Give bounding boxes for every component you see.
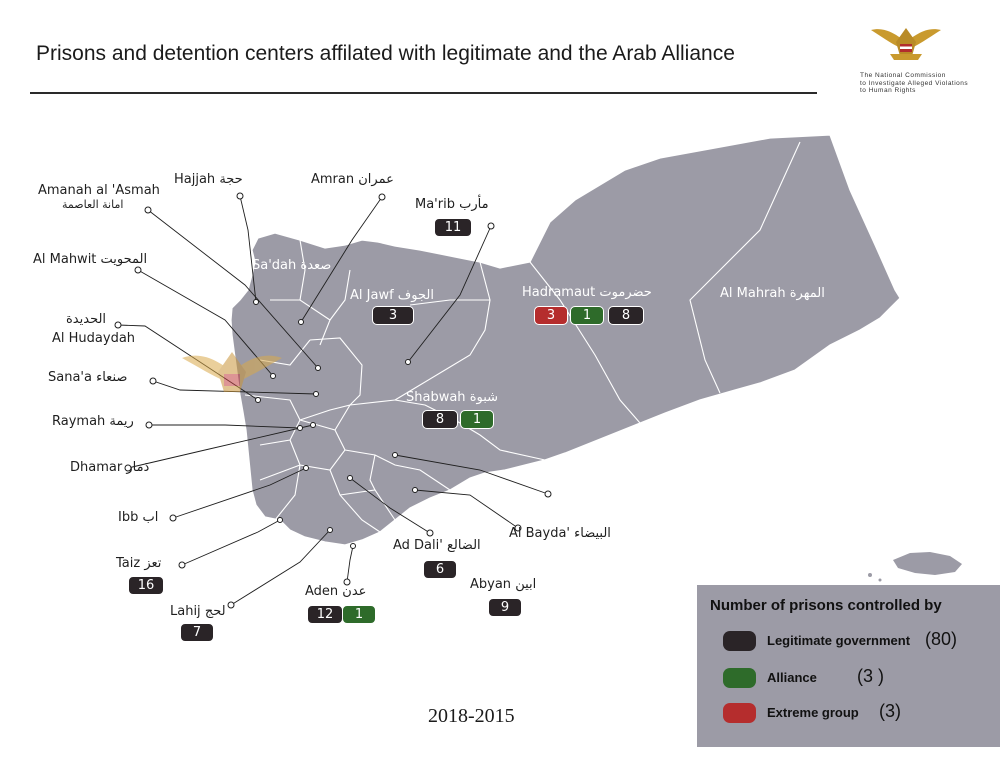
title-rule (30, 92, 817, 94)
badge-jawf-legit: 3 (372, 306, 414, 325)
label-taiz: Taiz تعز (116, 556, 162, 571)
badge-hadramaut-legit: 8 (608, 306, 644, 325)
legend-swatch (723, 668, 756, 688)
label-amran: Amran عمران (311, 172, 394, 187)
yemen-landmass (230, 134, 901, 546)
label-amanah-ar: امانة العاصمة (62, 198, 124, 211)
label-lahij: Lahij لحج (170, 604, 226, 619)
label-aden: Aden عدن (305, 584, 367, 599)
watermark-emblem (182, 352, 282, 392)
label-abyan: Abyan ابين (470, 577, 537, 592)
badge-aden-alliance: 1 (342, 605, 376, 624)
logo-caption-line: to Human Rights (860, 87, 916, 94)
label-bayda: Al Bayda' البيضاء (509, 526, 611, 541)
badge-lahij-legit: 7 (180, 623, 214, 642)
legend-label: Legitimate government (767, 633, 911, 648)
logo-caption-line: to Investigate Alleged Violations (860, 79, 969, 87)
label-mahrah: Al Mahrah المهرة (720, 286, 825, 301)
label-jawf: Al Jawf الجوف (350, 288, 434, 303)
label-hudaydah: Al Hudaydah (52, 331, 136, 346)
badge-shabwah-legit: 8 (422, 410, 458, 429)
legend-swatch (723, 631, 756, 651)
legend-count: (3 ) (857, 666, 884, 686)
legend-label: Extreme group (767, 705, 859, 720)
label-dali: Ad Dali' الضالع (393, 538, 481, 553)
label-marib: Ma'rib مأرب (415, 197, 489, 212)
socotra-island (893, 552, 962, 575)
label-raymah: Raymah ريمة (52, 414, 134, 429)
badge-taiz-legit: 16 (128, 576, 164, 595)
legend-title: Number of prisons controlled by (710, 597, 942, 614)
label-hajjah: Hajjah حجة (174, 172, 243, 187)
logo-caption-line: The National Commission (860, 72, 946, 79)
label-ibb: Ibb اب (118, 510, 159, 525)
leader-endpoints (114, 192, 552, 609)
badge-dali-legit: 6 (423, 560, 457, 579)
label-mahwit: Al Mahwit المحويت (33, 252, 148, 267)
legend-count: (80) (925, 629, 958, 649)
legend: Number of prisons controlled by Legitima… (697, 585, 1000, 747)
label-sanaa: Sana'a صنعاء (48, 370, 128, 385)
map-title: Prisons and detention centers affilated … (36, 42, 735, 65)
label-saada: Sa'dah صعدة (252, 258, 332, 273)
legend-label: Alliance (767, 670, 817, 685)
label-hadramaut: Hadramaut حضرموت (522, 285, 652, 300)
badge-aden-legit: 12 (307, 605, 343, 624)
badge-marib-legit: 11 (434, 218, 472, 237)
label-amanah: Amanah al 'Asmah (38, 183, 160, 198)
islet (868, 573, 872, 577)
badge-hadramaut-extreme: 3 (534, 306, 568, 325)
logo-caption: The National Commission to Investigate A… (860, 72, 968, 95)
label-shabwah: Shabwah شبوة (406, 390, 499, 405)
islet (878, 578, 882, 582)
badge-shabwah-alliance: 1 (460, 410, 494, 429)
years-label: 2018-2015 (428, 705, 515, 727)
leader-lines (117, 195, 549, 606)
legend-swatch (723, 703, 756, 723)
governorate-borders (244, 141, 801, 533)
badge-hadramaut-alliance: 1 (570, 306, 604, 325)
legend-count: (3) (879, 701, 901, 721)
label-dhamar: Dhamar ذمار (70, 460, 150, 475)
badge-abyan-legit: 9 (488, 598, 522, 617)
label-hudaydah-ar: الحديدة (66, 312, 107, 327)
commission-logo (871, 28, 941, 60)
